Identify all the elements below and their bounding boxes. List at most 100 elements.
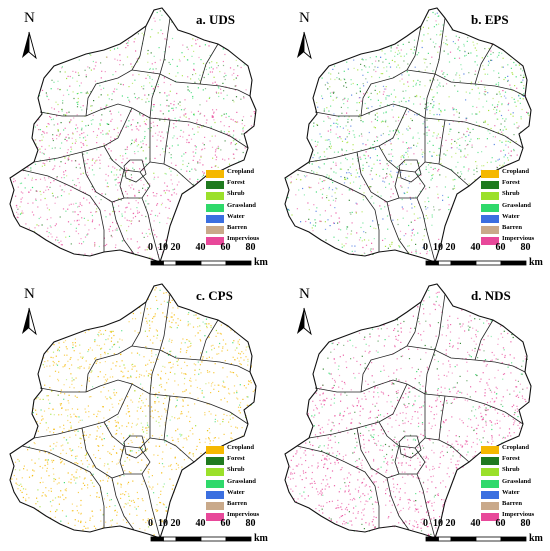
land-cover-dot-grassland	[380, 444, 382, 447]
land-cover-dot-forest	[104, 108, 106, 110]
land-cover-dot-cropland	[177, 364, 179, 366]
land-cover-dot-impervious	[417, 508, 419, 510]
land-cover-dot-impervious	[51, 107, 53, 109]
land-cover-dot-grassland	[61, 142, 63, 144]
land-cover-dot-impervious	[386, 173, 388, 175]
land-cover-dot-cropland	[189, 340, 191, 342]
land-cover-dot-impervious	[214, 135, 216, 137]
land-cover-dot-shrub	[68, 155, 70, 158]
land-cover-dot-grassland	[436, 296, 438, 298]
land-cover-dot-shrub	[39, 506, 41, 508]
land-cover-dot-grassland	[433, 496, 435, 498]
land-cover-dot-grassland	[337, 123, 339, 125]
land-cover-dot-grassland	[317, 152, 319, 154]
land-cover-dot-cropland	[143, 436, 145, 438]
land-cover-dot-cropland	[151, 350, 153, 352]
land-cover-dot-cropland	[68, 368, 71, 370]
land-cover-dot-impervious	[388, 335, 390, 337]
land-cover-dot-water	[343, 182, 346, 184]
land-cover-dot-cropland	[84, 331, 86, 334]
land-cover-dot-cropland	[110, 331, 112, 333]
land-cover-dot-cropland	[69, 386, 71, 388]
land-cover-dot-cropland	[90, 396, 92, 398]
land-cover-dot-water	[335, 187, 337, 189]
land-cover-dot-grassland	[166, 131, 168, 133]
land-cover-dot-impervious	[78, 205, 80, 207]
land-cover-dot-grassland	[343, 70, 345, 72]
land-cover-dot-shrub	[376, 93, 378, 95]
land-cover-dot-grassland	[469, 355, 471, 357]
land-cover-dot-grassland	[360, 158, 362, 160]
land-cover-dot-cropland	[173, 393, 175, 395]
land-cover-dot-cropland	[128, 411, 130, 413]
land-cover-dot-forest	[409, 434, 412, 436]
land-cover-dot-cropland	[141, 400, 143, 402]
land-cover-dot-impervious	[233, 153, 235, 155]
land-cover-dot-impervious	[396, 414, 398, 416]
land-cover-dot-cropland	[70, 482, 72, 484]
land-cover-dot-water	[347, 68, 349, 70]
land-cover-dot-grassland	[503, 436, 505, 438]
land-cover-dot-forest	[168, 105, 170, 107]
land-cover-dot-forest	[458, 36, 460, 39]
land-cover-dot-impervious	[31, 179, 33, 181]
land-cover-dot-forest	[370, 170, 372, 172]
land-cover-dot-forest	[454, 85, 456, 87]
land-cover-dot-shrub	[140, 469, 142, 471]
land-cover-dot-impervious	[326, 502, 328, 504]
land-cover-dot-impervious	[116, 59, 119, 61]
land-cover-dot-forest	[388, 445, 390, 448]
land-cover-dot-water	[389, 140, 391, 142]
land-cover-dot-impervious	[425, 188, 427, 190]
land-cover-dot-impervious	[156, 145, 158, 147]
land-cover-dot-cropland	[141, 483, 143, 485]
land-cover-dot-impervious	[58, 111, 60, 113]
land-cover-dot-shrub	[139, 147, 141, 149]
land-cover-dot-impervious	[56, 236, 58, 238]
land-cover-dot-impervious	[107, 165, 110, 167]
land-cover-dot-forest	[328, 452, 330, 455]
land-cover-dot-cropland	[92, 465, 94, 467]
land-cover-dot-impervious	[96, 134, 98, 136]
land-cover-dot-forest	[414, 327, 416, 329]
land-cover-dot-cropland	[103, 465, 105, 467]
land-cover-dot-grassland	[40, 409, 42, 411]
land-cover-dot-grassland	[347, 178, 349, 180]
land-cover-dot-shrub	[311, 227, 313, 229]
land-cover-dot-grassland	[514, 101, 516, 103]
land-cover-dot-cropland	[165, 510, 167, 512]
region-outline	[9, 7, 257, 263]
land-cover-dot-cropland	[197, 332, 199, 334]
land-cover-dot-impervious	[22, 192, 24, 194]
land-cover-dot-impervious	[236, 149, 238, 151]
land-cover-dot-grassland	[377, 392, 379, 394]
land-cover-dot-cropland	[152, 523, 154, 525]
land-cover-dot-impervious	[452, 451, 455, 453]
land-cover-dot-cropland	[50, 487, 52, 490]
land-cover-dot-grassland	[458, 449, 460, 451]
land-cover-dot-cropland	[191, 427, 193, 429]
land-cover-dot-impervious	[373, 482, 375, 484]
land-cover-dot-cropland	[195, 379, 197, 381]
land-cover-dot-grassland	[121, 215, 123, 217]
land-cover-dot-forest	[455, 74, 457, 76]
land-cover-dot-grassland	[27, 174, 29, 176]
land-cover-dot-shrub	[57, 103, 59, 106]
land-cover-dot-shrub	[487, 123, 489, 126]
land-cover-dot-grassland	[379, 175, 381, 177]
land-cover-dot-grassland	[321, 95, 323, 97]
land-cover-dot-cropland	[59, 458, 62, 461]
land-cover-dot-forest	[439, 174, 441, 176]
land-cover-dot-shrub	[215, 329, 217, 332]
land-cover-dot-impervious	[348, 489, 350, 491]
land-cover-dot-cropland	[44, 384, 46, 386]
land-cover-dot-grassland	[209, 54, 211, 57]
land-cover-dot-shrub	[329, 86, 331, 88]
land-cover-dot-impervious	[404, 452, 406, 454]
land-cover-dot-cropland	[236, 375, 239, 377]
land-cover-dot-grassland	[125, 152, 127, 155]
land-cover-dot-cropland	[208, 410, 210, 413]
land-cover-dot-water	[327, 219, 329, 221]
land-cover-dot-impervious	[420, 433, 422, 435]
land-cover-dot-shrub	[334, 192, 336, 194]
